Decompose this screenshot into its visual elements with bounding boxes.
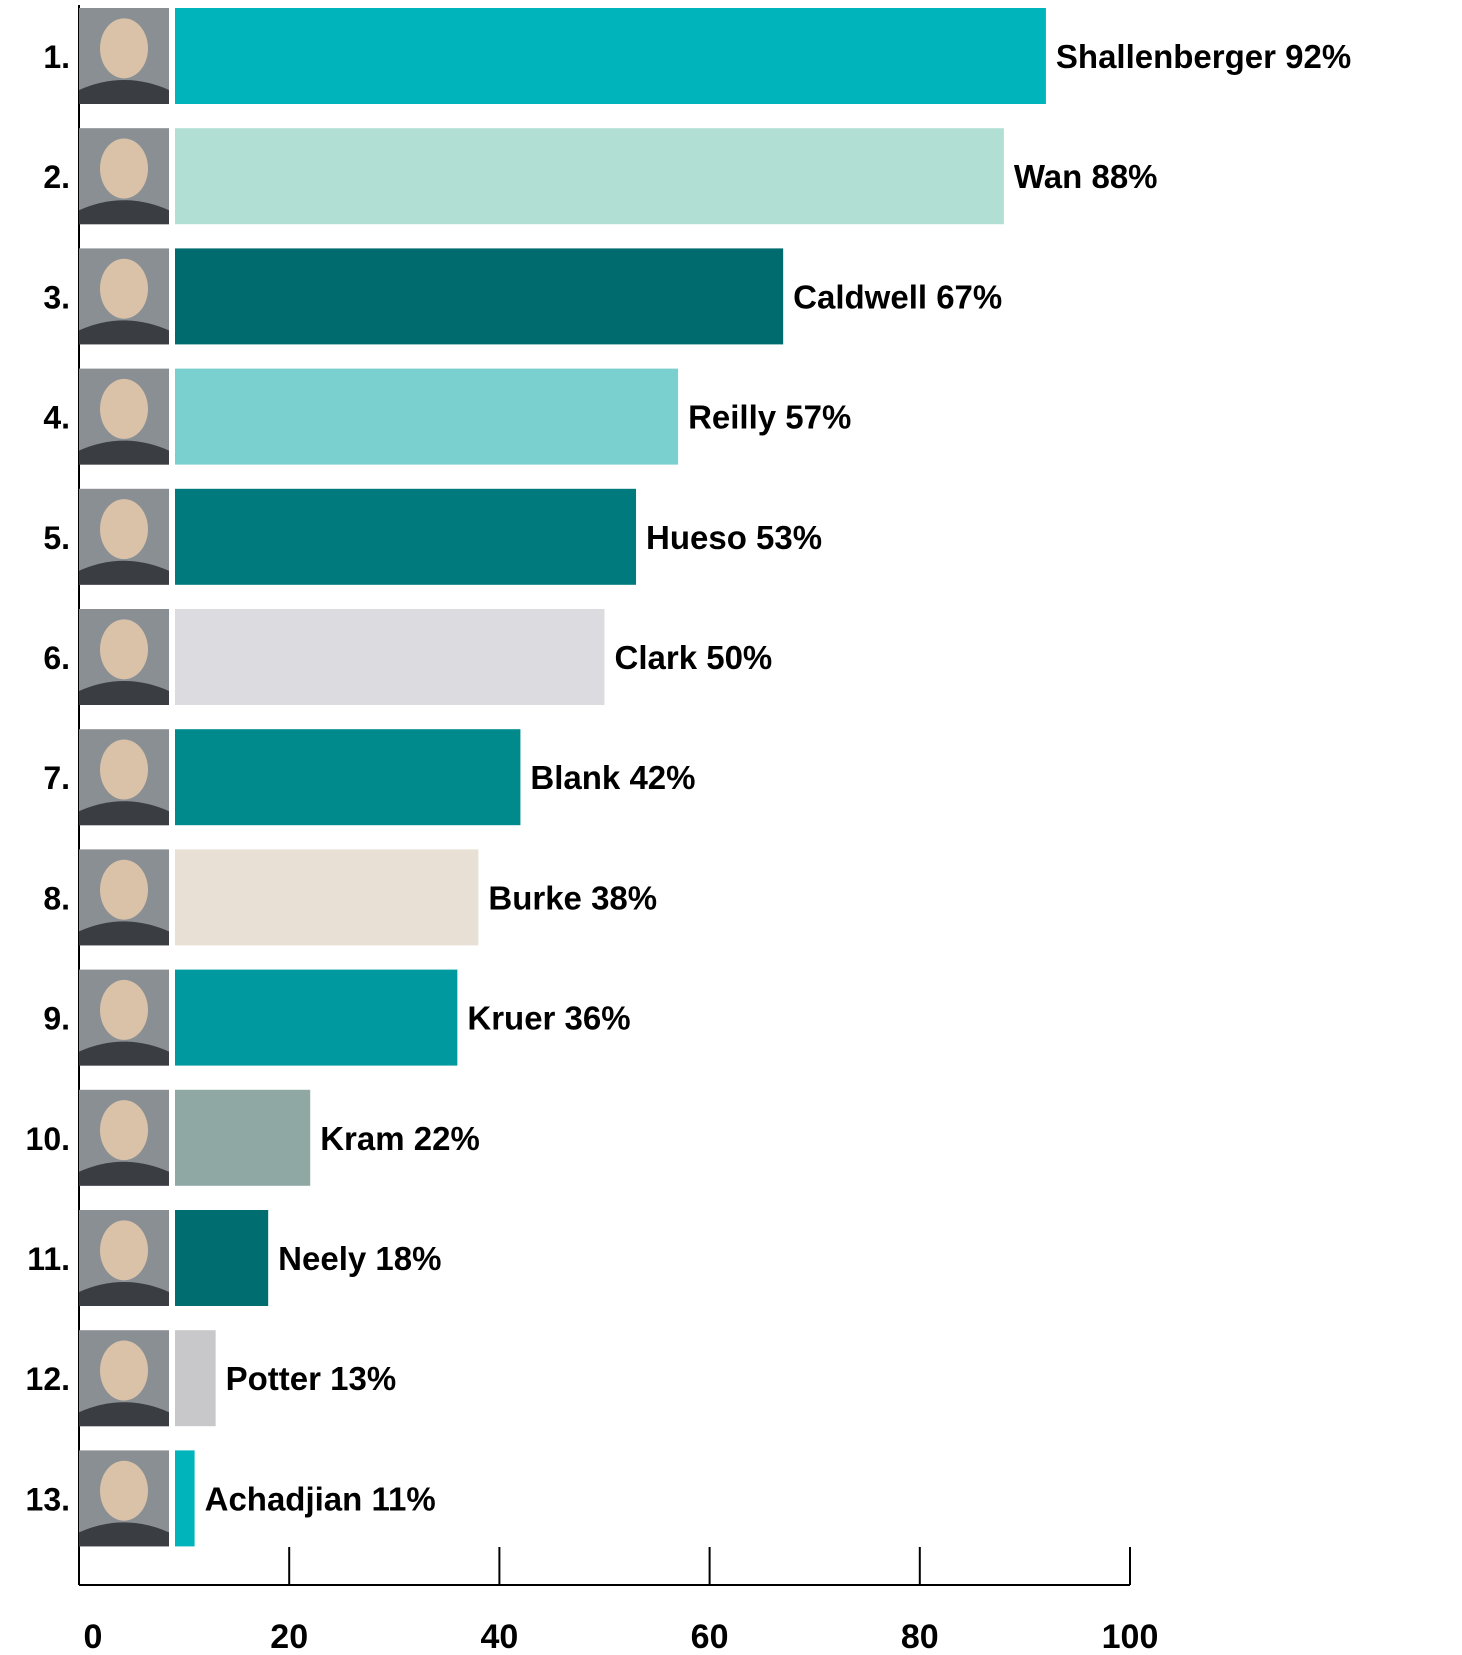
bar-label: Caldwell 67% [793, 278, 1002, 315]
portrait-photo [79, 248, 169, 345]
portrait-photo [79, 368, 169, 465]
bar [175, 1210, 269, 1306]
bar-label: Reilly 57% [688, 399, 851, 436]
rank-label: 8. [43, 880, 70, 916]
bar-label: Neely 18% [278, 1240, 441, 1277]
portrait-photo [79, 488, 169, 585]
bar-label: Achadjian 11% [205, 1480, 436, 1517]
portrait-photo [79, 1089, 169, 1186]
portrait-photo [79, 969, 169, 1066]
portrait-photo [79, 1450, 169, 1547]
portrait-photo [79, 1330, 169, 1427]
rank-label: 11. [27, 1241, 70, 1277]
rank-label: 6. [43, 640, 70, 676]
bar-label: Burke 38% [488, 879, 657, 916]
portrait-photo [79, 849, 169, 946]
x-tick-label: 60 [691, 1618, 729, 1655]
bar [175, 729, 521, 826]
bar [175, 128, 1004, 225]
bar [175, 1450, 195, 1547]
x-tick-label: 40 [480, 1618, 518, 1655]
bar-label: Shallenberger 92% [1056, 38, 1351, 75]
bar [175, 849, 479, 946]
bar-label: Hueso 53% [646, 519, 822, 556]
portrait-photo [79, 1210, 169, 1306]
rank-label: 10. [26, 1121, 70, 1157]
portrait-photo [79, 609, 169, 705]
rank-label: 1. [43, 39, 70, 75]
bar [175, 488, 637, 585]
rank-label: 4. [43, 400, 70, 436]
bar [175, 1330, 216, 1427]
bar [175, 8, 1046, 104]
bar-label: Wan 88% [1014, 158, 1158, 195]
bar-label: Kruer 36% [467, 1000, 630, 1037]
x-tick-label: 100 [1102, 1618, 1159, 1655]
rank-label: 12. [26, 1361, 70, 1397]
bar-label: Clark 50% [615, 639, 773, 676]
bar [175, 609, 605, 705]
x-tick-label: 20 [270, 1618, 308, 1655]
x-tick-label: 80 [901, 1618, 939, 1655]
rank-label: 5. [43, 520, 70, 556]
rank-label: 9. [43, 1001, 70, 1037]
portrait-photo [79, 729, 169, 826]
portrait-photo [79, 128, 169, 225]
rank-label: 2. [43, 159, 70, 195]
bar-label: Blank 42% [530, 759, 695, 796]
bar [175, 1089, 311, 1186]
rank-label: 7. [43, 760, 70, 796]
bar [175, 248, 784, 345]
bar [175, 368, 679, 465]
x-tick-label: 0 [84, 1618, 103, 1655]
portrait-photo [79, 8, 169, 104]
bar-label: Potter 13% [226, 1360, 397, 1397]
rank-label: 13. [26, 1481, 70, 1517]
bar-label: Kram 22% [320, 1120, 480, 1157]
rank-label: 3. [43, 279, 70, 315]
bar [175, 969, 458, 1066]
